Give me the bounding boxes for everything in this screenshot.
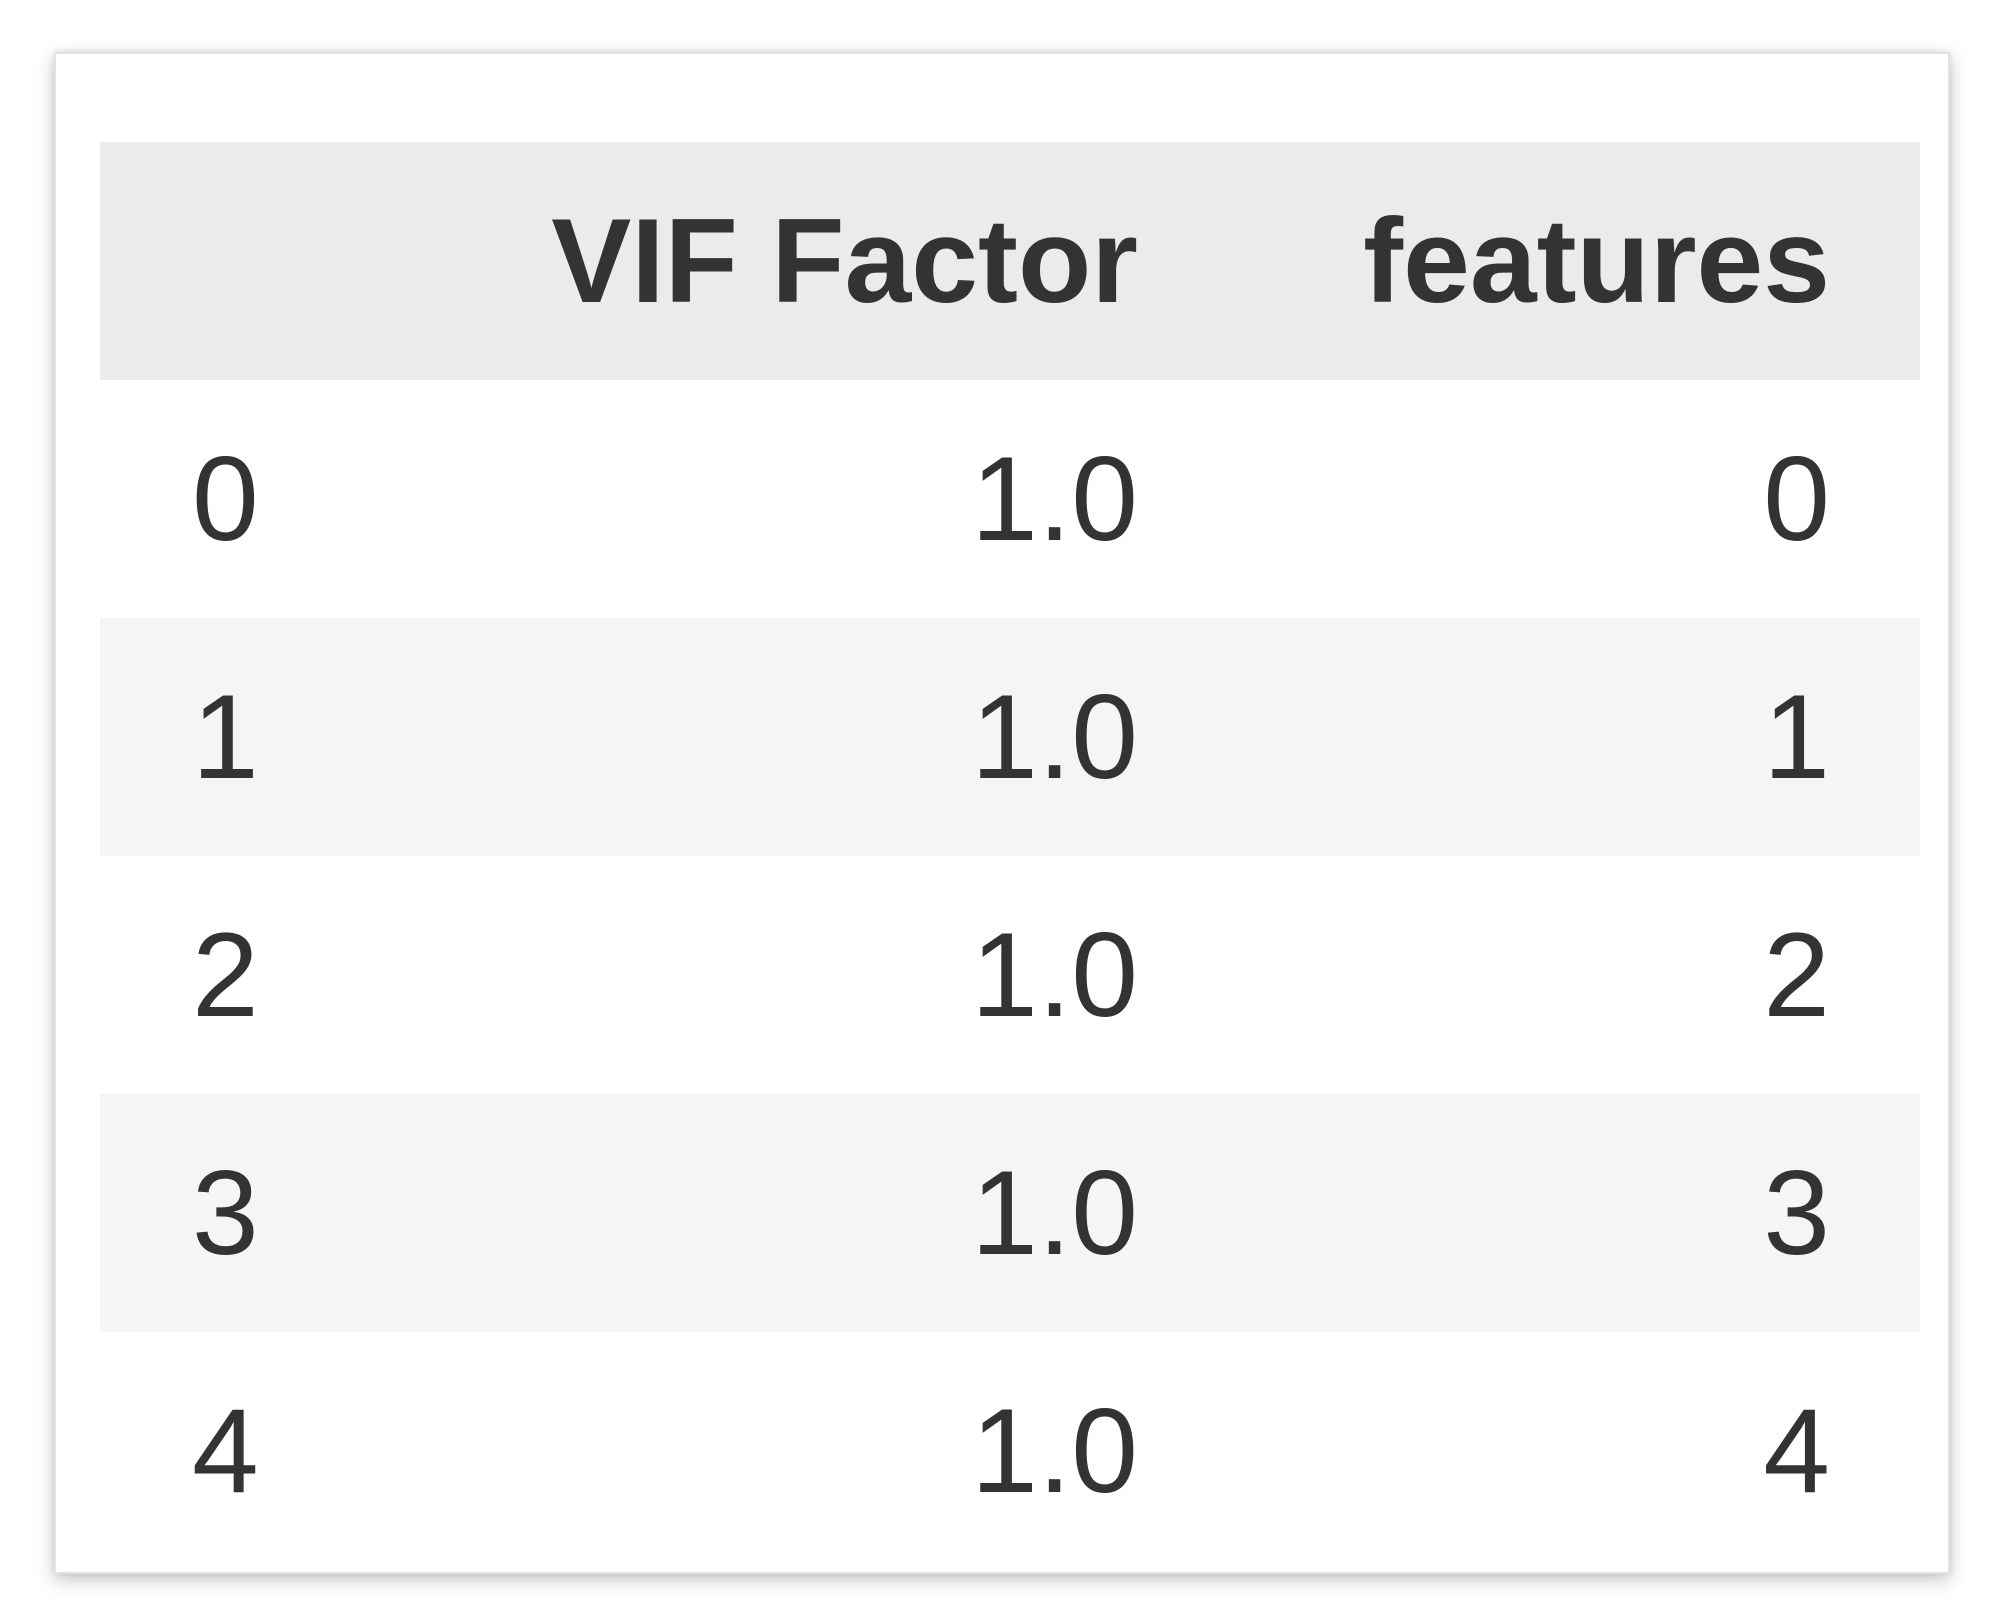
- vif-factor-cell: 1.0: [971, 670, 1138, 804]
- dataframe-output-card: VIF Factor features 0 1.0 0 1 1.0 1 2 1.…: [54, 52, 1950, 1574]
- row-index-cell: 1: [192, 670, 259, 804]
- features-cell: 1: [1763, 670, 1830, 804]
- table-row: 0 1.0 0: [100, 380, 1920, 618]
- table-row: 3 1.0 3: [100, 1094, 1920, 1332]
- vif-factor-cell: 1.0: [971, 908, 1138, 1042]
- features-cell: 3: [1763, 1146, 1830, 1280]
- vif-factor-column-header: VIF Factor: [551, 194, 1138, 328]
- features-cell: 2: [1763, 908, 1830, 1042]
- features-cell: 0: [1763, 432, 1830, 566]
- row-index-cell: 4: [192, 1384, 259, 1518]
- vif-factor-cell: 1.0: [971, 1146, 1138, 1280]
- vif-factor-cell: 1.0: [971, 1384, 1138, 1518]
- dataframe-table: VIF Factor features 0 1.0 0 1 1.0 1 2 1.…: [100, 142, 1920, 1570]
- row-index-cell: 0: [192, 432, 259, 566]
- row-index-cell: 2: [192, 908, 259, 1042]
- features-cell: 4: [1763, 1384, 1830, 1518]
- table-row: 4 1.0 4: [100, 1332, 1920, 1570]
- row-index-cell: 3: [192, 1146, 259, 1280]
- table-row: 2 1.0 2: [100, 856, 1920, 1094]
- table-header-row: VIF Factor features: [100, 142, 1920, 380]
- features-column-header: features: [1363, 194, 1830, 328]
- table-row: 1 1.0 1: [100, 618, 1920, 856]
- vif-factor-cell: 1.0: [971, 432, 1138, 566]
- index-column-header: [100, 142, 388, 380]
